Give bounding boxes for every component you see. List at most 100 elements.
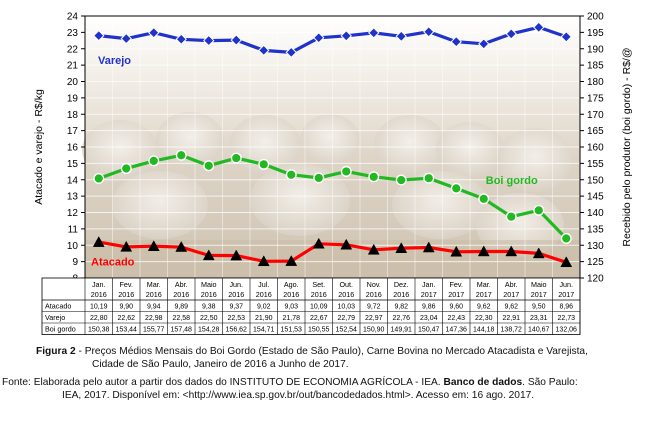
point-boi-gordo <box>93 173 105 185</box>
x-tick-label: Fev. <box>120 280 133 289</box>
data-label: 9,37 <box>229 304 243 311</box>
chart-container: 8910111213141516171819202122232412012513… <box>33 12 633 335</box>
data-label: 154,71 <box>253 327 275 334</box>
y-tick-label: 12 <box>67 208 79 219</box>
x-tick-label: 2016 <box>283 290 299 299</box>
y-tick-label: 18 <box>67 110 79 121</box>
data-label: 144,18 <box>473 327 495 334</box>
table-row-label: Varejo <box>45 313 65 322</box>
data-label: 9,90 <box>119 304 133 311</box>
y2-tick-label: 190 <box>587 44 604 55</box>
point-boi-gordo <box>313 172 325 184</box>
point-varejo <box>148 26 160 39</box>
y-tick-label: 19 <box>67 93 79 104</box>
x-tick-label: Jan. <box>92 280 106 289</box>
y-tick-label: 9 <box>72 257 78 268</box>
data-label: 9,02 <box>257 304 271 311</box>
data-label: 150,90 <box>363 327 385 334</box>
source-prefix: Fonte: Elaborada pelo autor a partir dos… <box>2 377 444 388</box>
point-boi-gordo <box>450 182 462 194</box>
cattle-shape <box>497 128 573 192</box>
x-tick-label: Dez. <box>394 280 409 289</box>
data-label: 22,62 <box>117 315 135 322</box>
point-varejo <box>175 33 187 45</box>
table-frame <box>41 277 581 335</box>
y2-tick-label: 120 <box>587 274 604 285</box>
label-atacado: Atacado <box>91 257 135 269</box>
data-label: 140,67 <box>528 327 550 334</box>
data-label: 9,50 <box>532 304 546 311</box>
cattle-shape <box>300 114 360 166</box>
data-label: 138,72 <box>501 327 523 334</box>
data-label: 8,96 <box>559 304 573 311</box>
x-tick-label: Out. <box>339 280 353 289</box>
data-label: 9,62 <box>504 304 518 311</box>
x-tick-label: Jan. <box>422 280 436 289</box>
point-boi-gordo <box>368 171 380 183</box>
data-label: 150,38 <box>88 327 110 334</box>
data-label: 155,77 <box>143 327 165 334</box>
y2-tick-label: 165 <box>587 126 604 137</box>
table-row-label: Boi gordo <box>45 325 76 334</box>
point-atacado <box>532 247 545 259</box>
y2-tick-label: 130 <box>587 241 604 252</box>
point-atacado <box>395 242 408 253</box>
y-tick-label: 21 <box>67 61 79 72</box>
x-tick-label: Mar. <box>477 280 491 289</box>
data-label: 22,58 <box>172 315 190 322</box>
y2-tick-label: 195 <box>587 28 604 39</box>
series-lines <box>92 21 573 268</box>
x-tick-label: Maio <box>201 280 217 289</box>
point-varejo <box>93 29 105 42</box>
x-tick-label: Abr. <box>175 280 188 289</box>
data-table: Jan.2016Fev.2016Mar.2016Abr.2016Maio2016… <box>41 277 581 335</box>
series-line-atacado <box>98 240 567 264</box>
point-atacado <box>450 245 463 257</box>
point-atacado <box>505 245 518 257</box>
figure-caption-text: - Preços Médios Mensais do Boi Gordo (Es… <box>75 346 588 357</box>
data-label: 153,44 <box>116 327 138 334</box>
point-atacado <box>422 241 435 253</box>
point-varejo <box>533 21 545 34</box>
y-tick-label: 23 <box>67 28 79 39</box>
label-varejo: Varejo <box>98 55 131 67</box>
point-atacado <box>477 245 490 257</box>
line-chart: 8910111213141516171819202122232412012513… <box>33 12 633 335</box>
table-row-label: Atacado <box>45 302 71 311</box>
x-tick-label: 2017 <box>448 290 464 299</box>
point-varejo <box>450 36 462 48</box>
x-tick-label: Mar. <box>147 280 161 289</box>
y2-axis-label: Recebido pelo produtor (boi gordo) - R$/… <box>621 47 633 246</box>
x-tick-label: 2016 <box>393 290 409 299</box>
data-label: 10,09 <box>310 304 328 311</box>
x-tick-label: 2017 <box>476 290 492 299</box>
data-label: 10,19 <box>90 304 108 311</box>
x-tick-label: 2016 <box>366 290 382 299</box>
point-varejo <box>478 38 490 50</box>
data-label: 23,04 <box>420 315 438 322</box>
x-tick-label: Set. <box>312 280 325 289</box>
point-boi-gordo <box>285 169 297 181</box>
data-label: 9,82 <box>394 304 408 311</box>
point-varejo <box>313 32 325 44</box>
y-axis-label: Atacado e varejo - R$/kg <box>33 89 45 205</box>
axes: 8910111213141516171819202122232412012513… <box>33 12 633 285</box>
x-tick-label: Jun. <box>229 280 243 289</box>
point-varejo <box>285 46 297 59</box>
x-tick-label: 2016 <box>173 290 189 299</box>
y-tick-label: 11 <box>68 224 79 235</box>
x-tick-label: 2016 <box>146 290 162 299</box>
y-tick-label: 14 <box>67 175 79 186</box>
y2-tick-label: 175 <box>587 93 604 104</box>
x-tick-label: Jun. <box>559 280 573 289</box>
data-label: 9,03 <box>284 304 298 311</box>
y2-tick-label: 180 <box>587 77 604 88</box>
point-atacado <box>285 255 298 266</box>
point-boi-gordo <box>120 162 132 174</box>
y-tick-label: 20 <box>67 77 79 88</box>
x-tick-label: 2016 <box>228 290 244 299</box>
y2-tick-label: 200 <box>587 12 604 23</box>
source-note: Fonte: Elaborada pelo autor a partir dos… <box>2 376 652 402</box>
x-tick-label: 2017 <box>558 290 574 299</box>
point-boi-gordo <box>560 233 572 245</box>
